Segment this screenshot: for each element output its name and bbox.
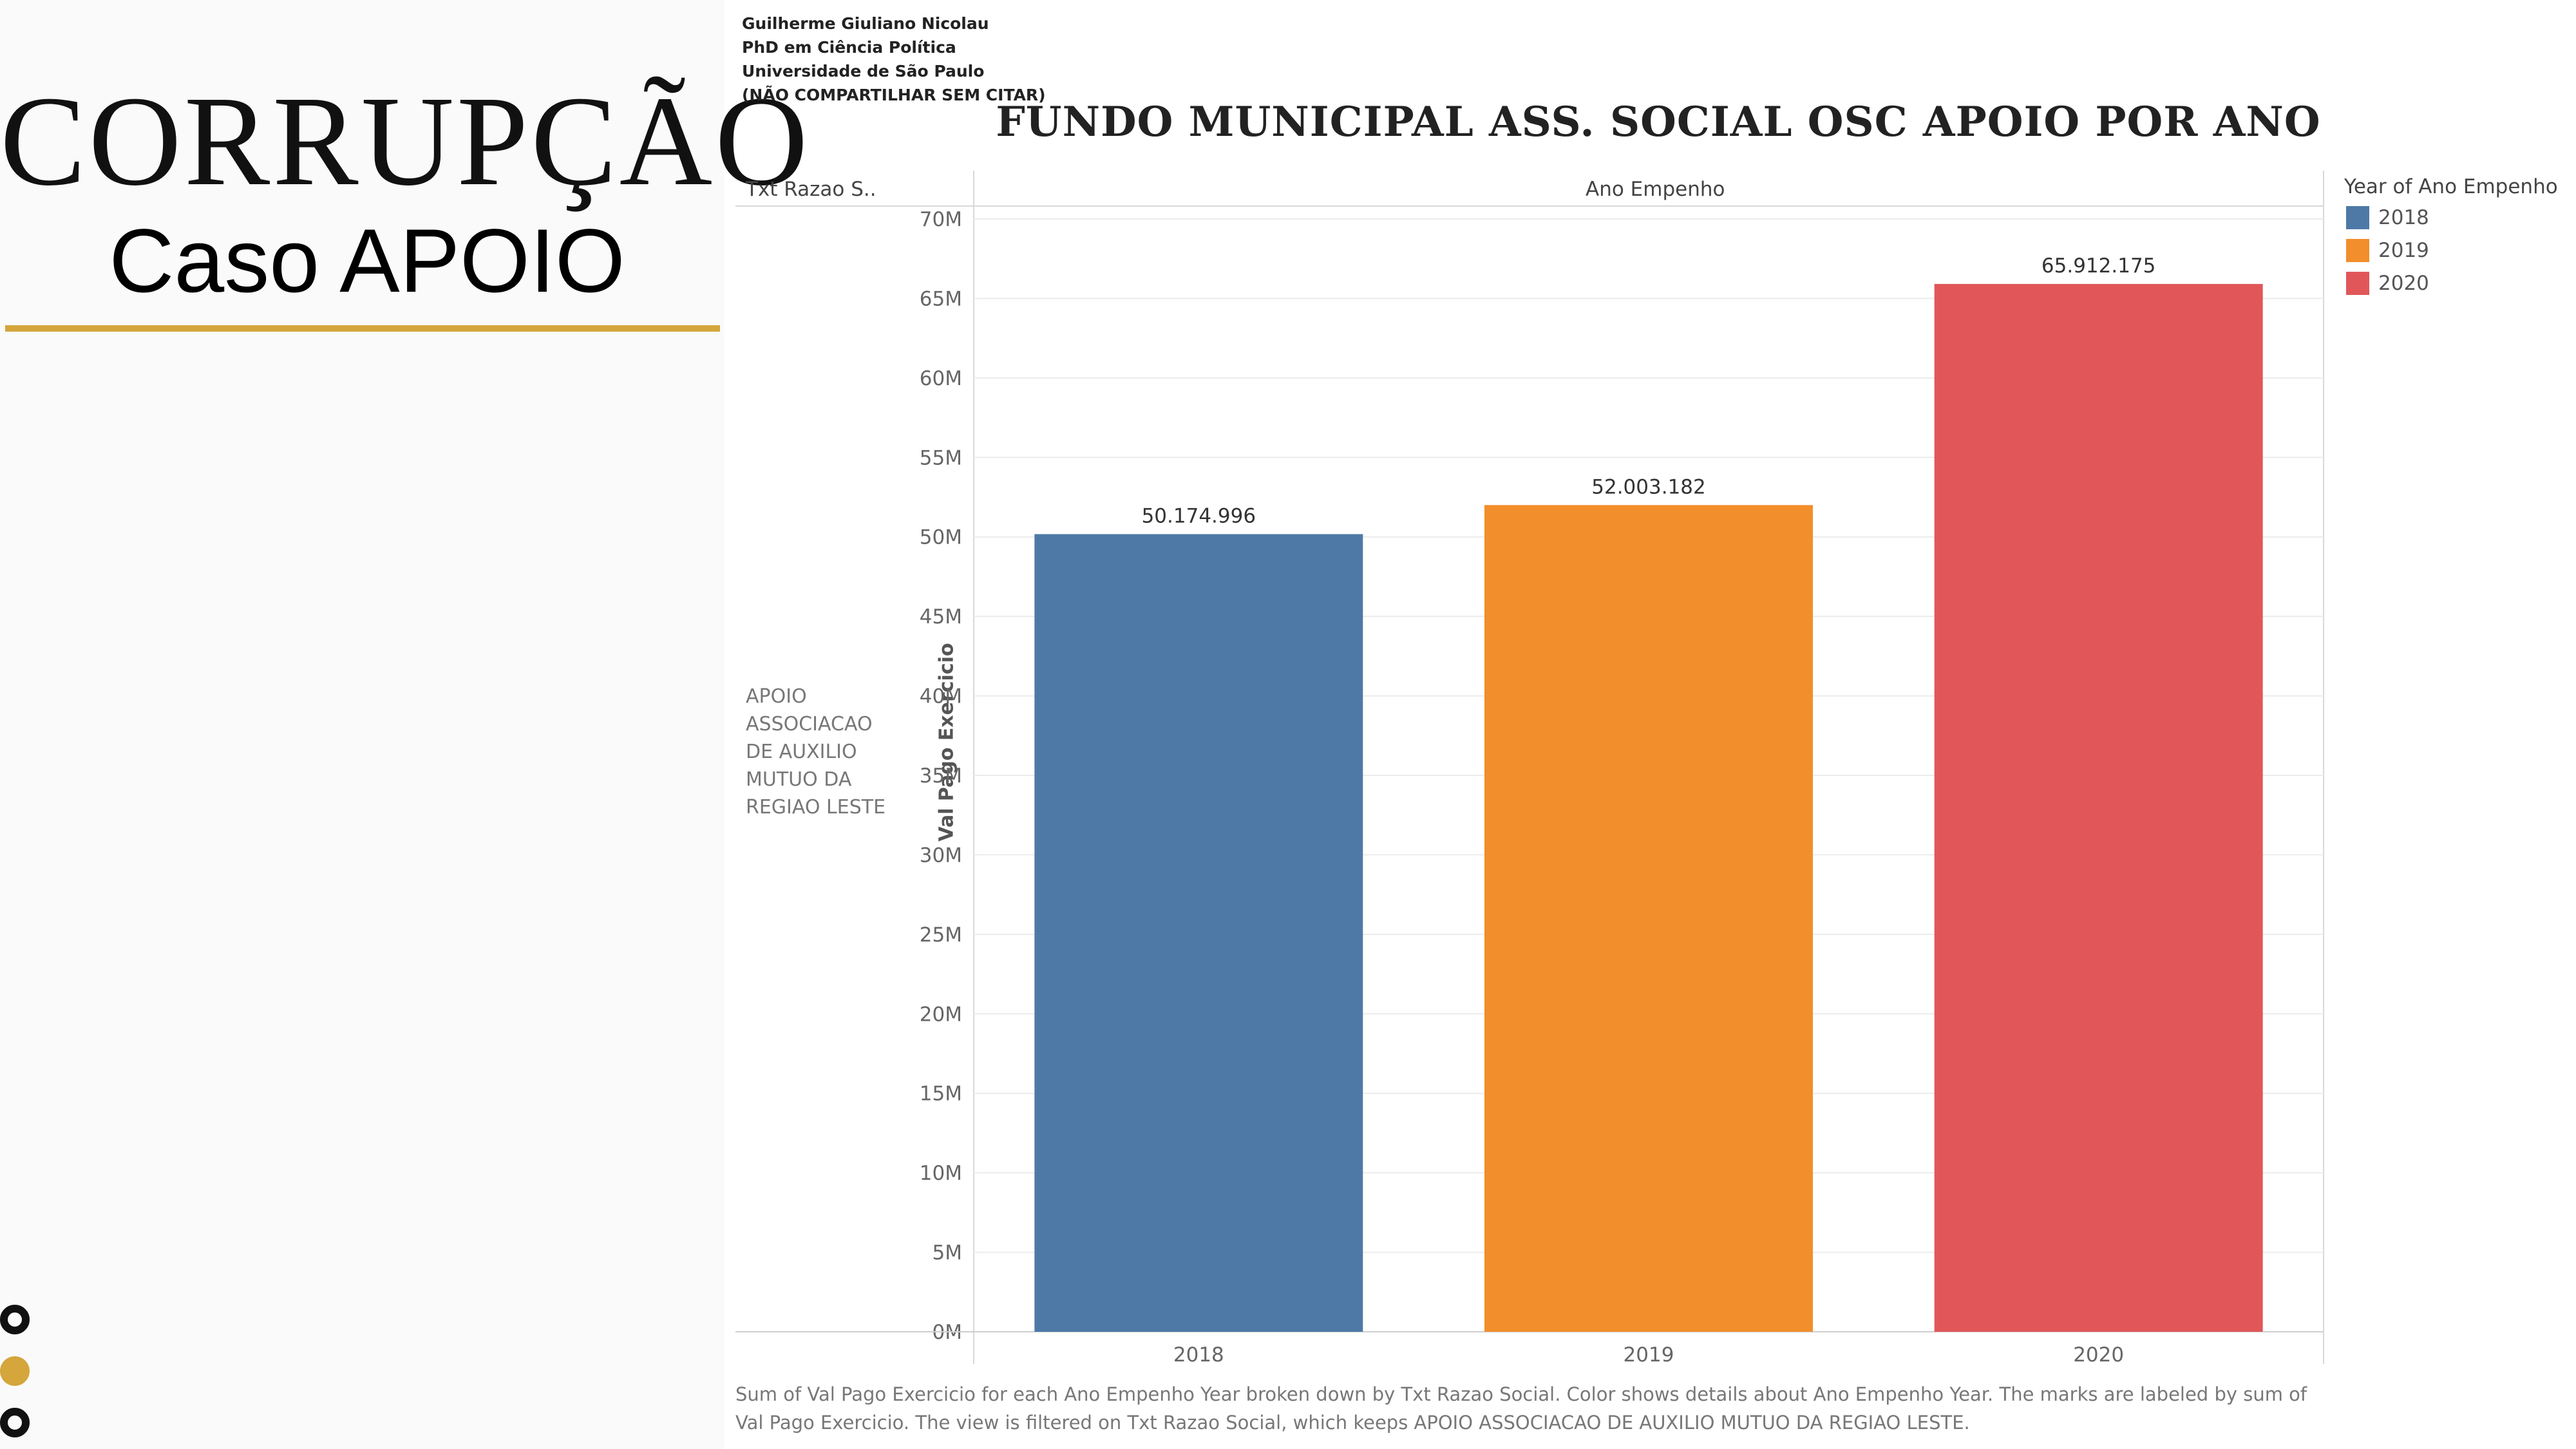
data-label-2020: 65.912.175 xyxy=(2041,254,2156,278)
column-header[interactable]: Ano Empenho xyxy=(1586,178,1725,201)
legend-swatch xyxy=(2346,272,2369,295)
data-label-2019: 52.003.182 xyxy=(1591,475,1706,498)
y-tick-label: 55M xyxy=(920,446,962,469)
legend-item-2018[interactable]: 2018 xyxy=(2346,205,2429,231)
legend-swatch xyxy=(2346,206,2369,229)
bar-2020[interactable] xyxy=(1934,283,2263,1332)
legend-item-2020[interactable]: 2020 xyxy=(2346,270,2429,296)
title-divider xyxy=(5,325,720,332)
x-tick-label-2020: 2020 xyxy=(2073,1343,2124,1367)
legend-label: 2018 xyxy=(2378,206,2429,229)
legend-swatch xyxy=(2346,239,2369,262)
y-tick-label: 20M xyxy=(920,1003,962,1026)
y-tick-label: 70M xyxy=(920,208,962,231)
y-tick-label: 65M xyxy=(920,287,962,310)
slide-subtitle: Caso APOIO xyxy=(109,210,625,311)
nav-dot-2-active[interactable] xyxy=(0,1356,30,1386)
y-tick-label: 10M xyxy=(920,1162,962,1185)
y-tick-label: 50M xyxy=(920,526,962,549)
author-degree: PhD em Ciência Política xyxy=(742,38,956,57)
y-tick-label: 35M xyxy=(920,764,962,788)
data-label-2018: 50.174.996 xyxy=(1142,504,1256,527)
legend-label: 2020 xyxy=(2378,272,2429,295)
legend-item-2019[interactable]: 2019 xyxy=(2346,238,2429,263)
bar-2018[interactable] xyxy=(1034,534,1363,1332)
author-notice: (NÃO COMPARTILHAR SEM CITAR) xyxy=(742,86,1046,104)
y-tick-label: 60M xyxy=(920,367,962,390)
y-tick-label: 5M xyxy=(933,1242,962,1265)
y-tick-label: 40M xyxy=(920,685,962,708)
title-panel: CORRUPÇÃO Caso APOIO xyxy=(0,0,811,1449)
legend-label: 2019 xyxy=(2378,239,2429,262)
row-header[interactable]: Txt Razao S.. xyxy=(746,178,876,201)
chart-caption: Sum of Val Pago Exercicio for each Ano E… xyxy=(735,1383,2307,1434)
x-tick-label-2018: 2018 xyxy=(1173,1343,1224,1367)
bar-2019[interactable] xyxy=(1484,505,1813,1332)
y-tick-label: 45M xyxy=(920,605,962,629)
row-label: APOIO ASSOCIACAO DE AUXILIO MUTUO DA REG… xyxy=(746,685,886,819)
chart-title: FUNDO MUNICIPAL ASS. SOCIAL OSC APOIO PO… xyxy=(996,98,2321,146)
y-tick-label: 15M xyxy=(920,1083,962,1106)
author-credit: Guilherme Giuliano Nicolau PhD em Ciênci… xyxy=(742,12,1046,107)
author-name: Guilherme Giuliano Nicolau xyxy=(742,14,989,33)
x-tick-label-2019: 2019 xyxy=(1624,1343,1674,1367)
y-tick-label: 30M xyxy=(920,844,962,867)
nav-dot-3[interactable] xyxy=(0,1408,30,1437)
slide-title: CORRUPÇÃO xyxy=(0,70,811,213)
legend-title: Year of Ano Empenho xyxy=(2344,175,2558,198)
y-tick-label: 25M xyxy=(920,923,962,947)
author-institution: Universidade de São Paulo xyxy=(742,62,985,80)
